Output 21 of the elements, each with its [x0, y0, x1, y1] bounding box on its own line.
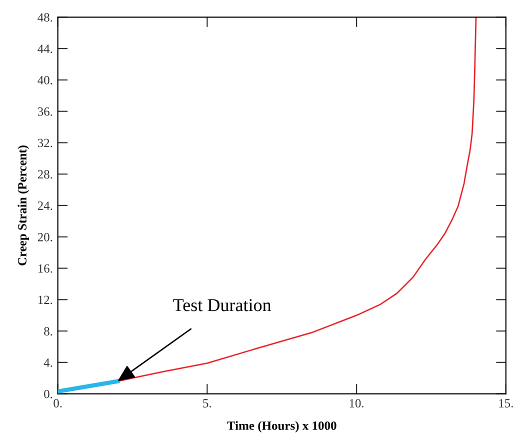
line-series	[116, 17, 477, 382]
y-tick-label: 8.	[44, 327, 52, 336]
y-tick-label: 36.	[38, 107, 52, 116]
y-tick-label: 24.	[38, 202, 52, 210]
x-axis-title: Time (Hours) x 1000	[227, 421, 336, 432]
y-tick-label: 32.	[38, 138, 52, 148]
x-tick-label: 15.	[499, 399, 513, 408]
y-tick-label: 12.	[38, 296, 52, 304]
y-tick-label: 0.	[44, 390, 52, 398]
x-tick-label: 0.	[54, 399, 62, 408]
y-tick-label: 48.	[38, 13, 52, 22]
y-tick-label: 40.	[38, 76, 52, 84]
x-tick-label: 5.	[203, 399, 212, 408]
y-axis-title: Creep Strain (Percent)	[18, 146, 30, 266]
y-tick-label: 44.	[38, 44, 52, 54]
y-tick-label: 20.	[38, 232, 52, 242]
y-tick-label: 28.	[38, 170, 52, 179]
y-tick-label: 16.	[38, 264, 52, 273]
y-tick-label: 4.	[44, 358, 52, 367]
annotation: Test Duration	[173, 299, 272, 312]
x-tick-label: 10.	[350, 399, 364, 408]
